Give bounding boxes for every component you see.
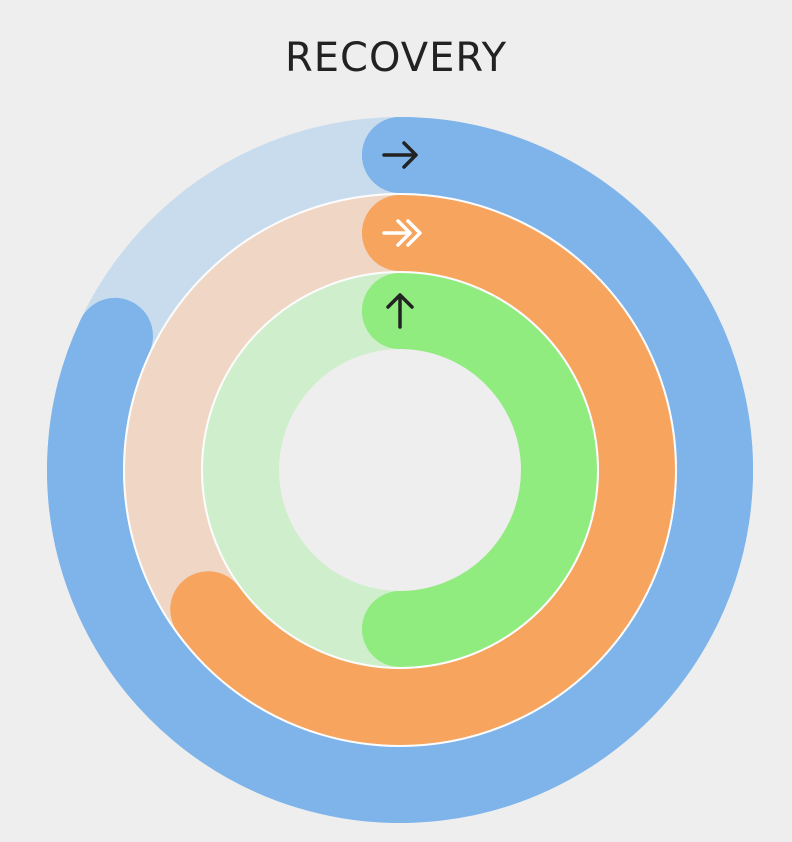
- inner-ring-progress: [362, 273, 597, 667]
- arrow-right-icon: [382, 141, 418, 169]
- outer-ring: [47, 117, 753, 823]
- arrow-up-icon: [386, 293, 414, 329]
- inner-ring: [203, 273, 597, 667]
- page-title: RECOVERY: [284, 35, 508, 81]
- outer-ring-progress: [47, 117, 753, 823]
- middle-ring: [125, 195, 675, 745]
- middle-ring-progress: [170, 195, 675, 745]
- double-chevron-right-icon: [382, 219, 422, 247]
- ring-separator: [123, 193, 677, 747]
- ring-separator: [201, 271, 599, 669]
